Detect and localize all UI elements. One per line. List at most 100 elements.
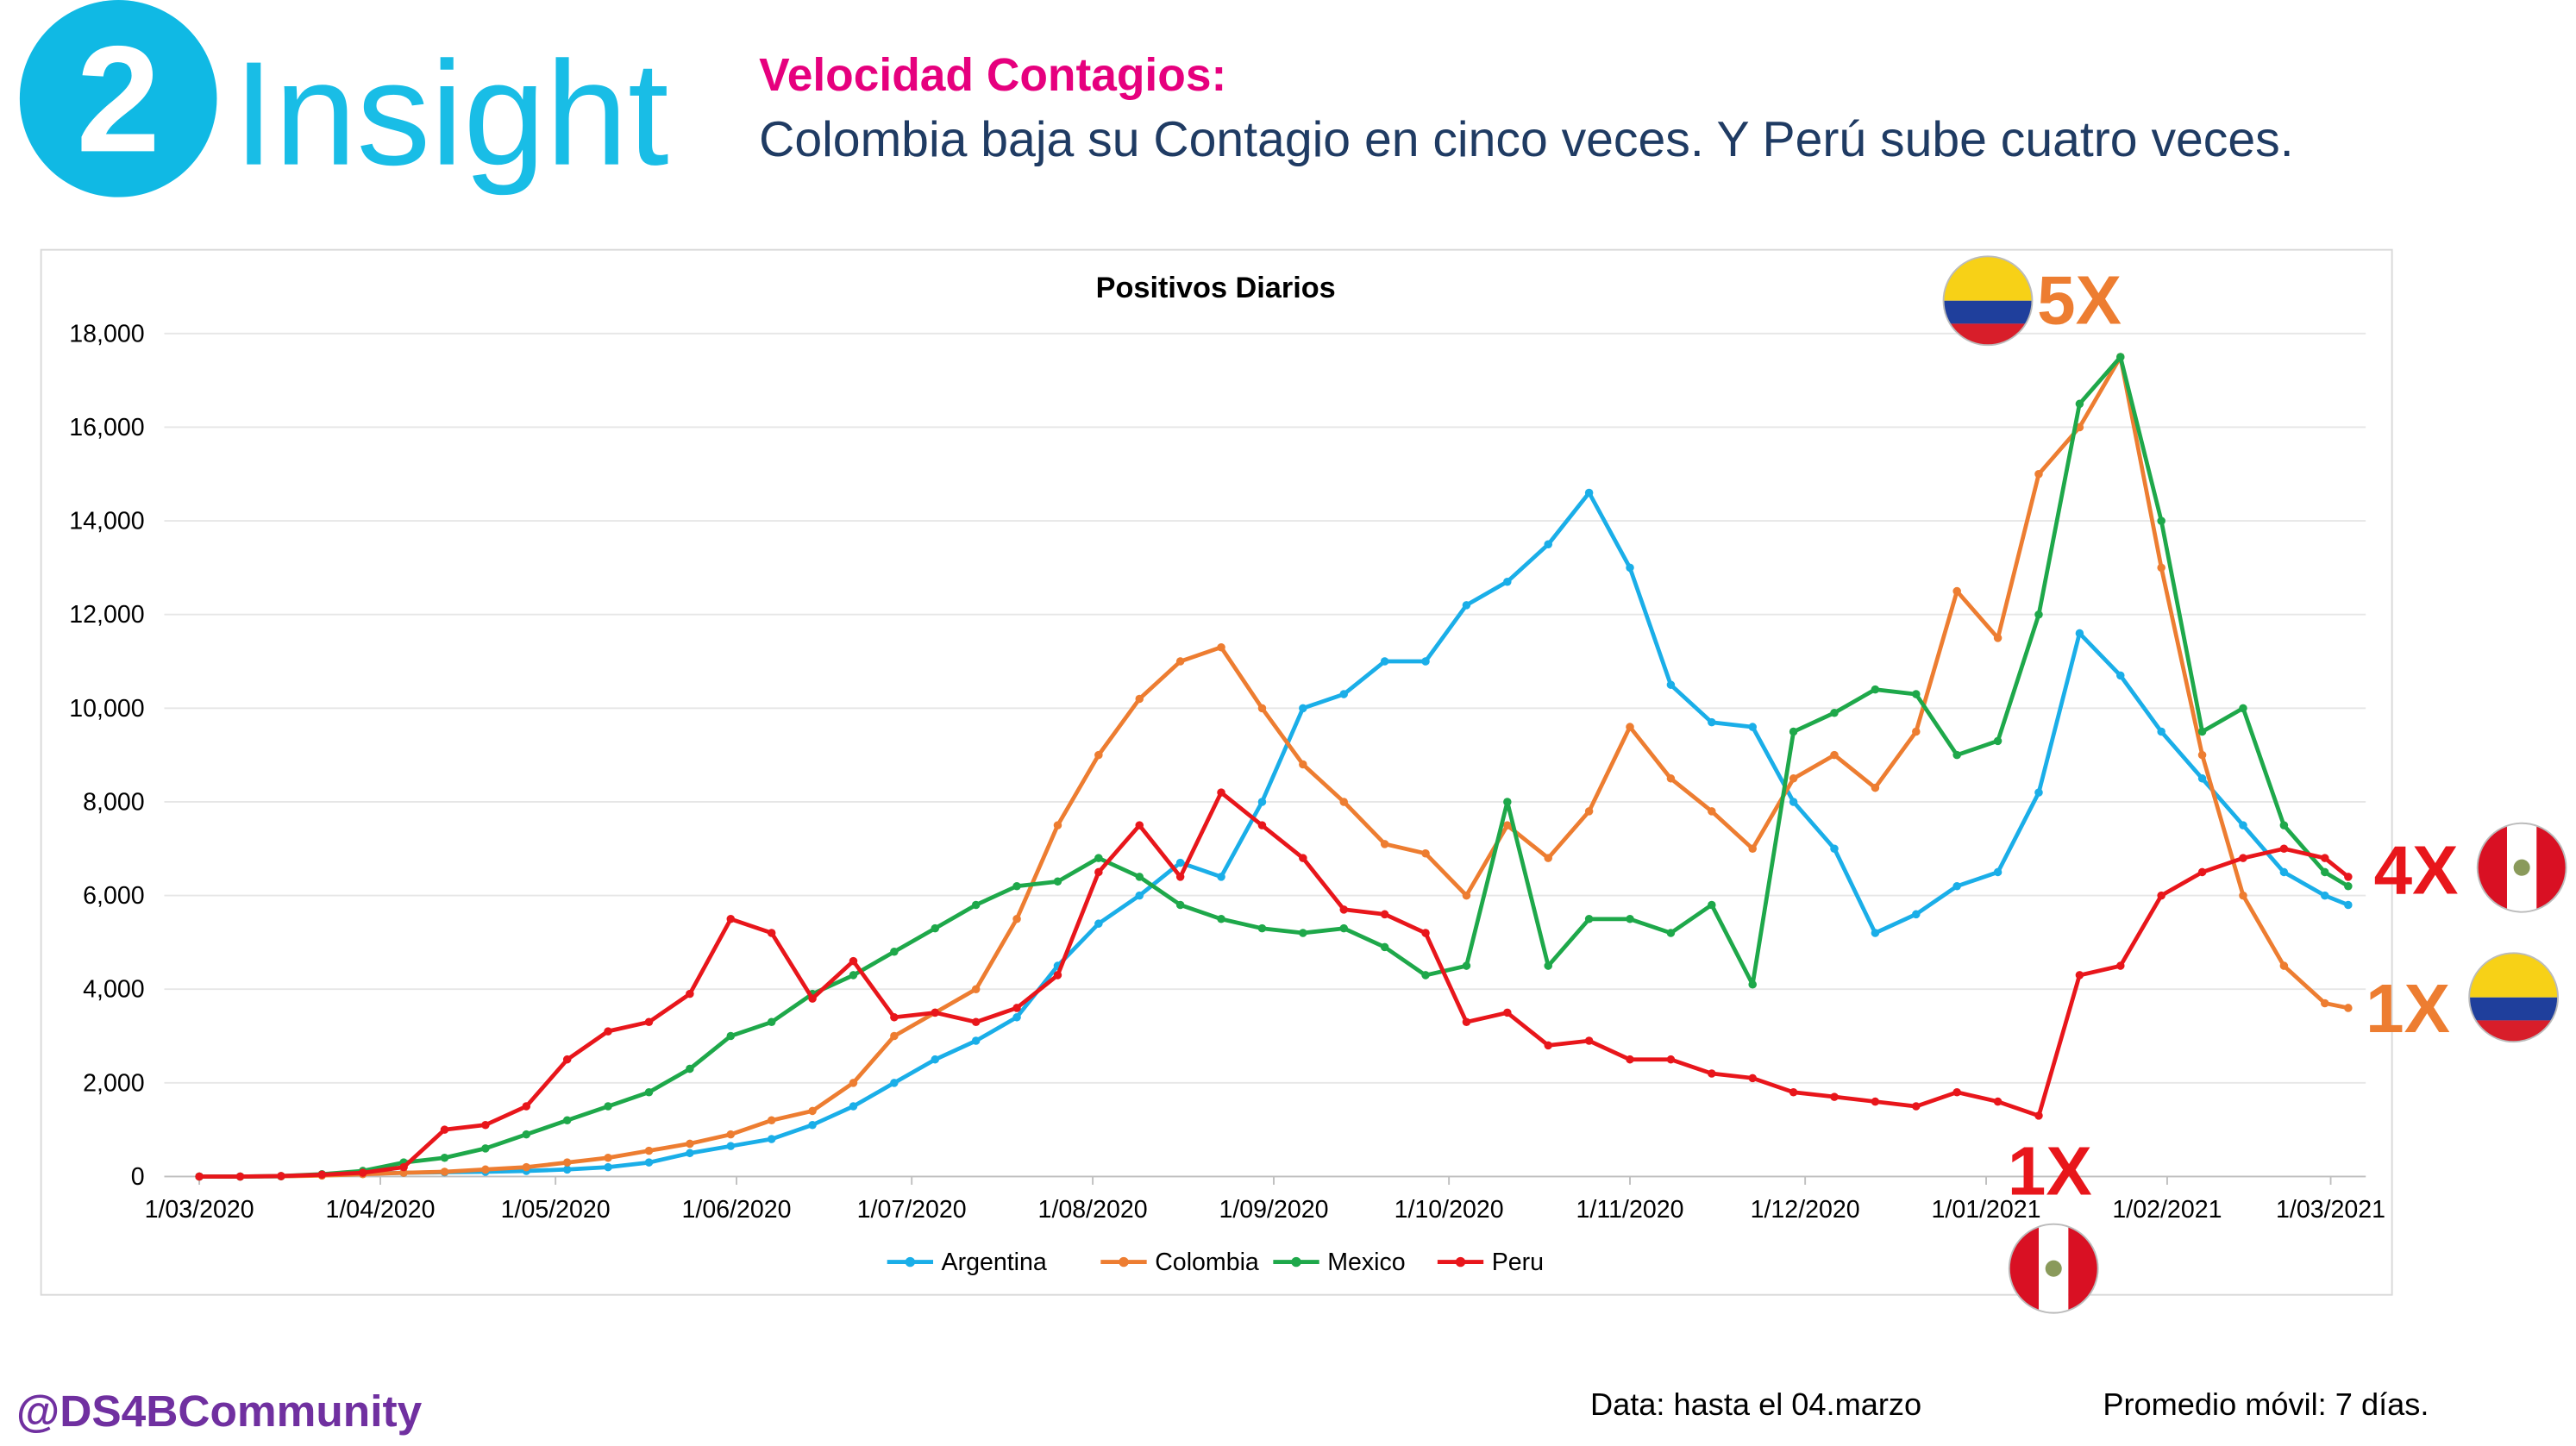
data-point [1871,783,1880,792]
data-point [1257,923,1267,933]
average-note: Promedio móvil: 7 días. [2103,1387,2429,1422]
data-point [1135,891,1144,900]
data-point [849,971,858,980]
data-point [1584,1036,1594,1045]
data-point [1748,1074,1757,1083]
data-point [2279,844,2289,854]
data-point [1135,694,1144,704]
data-point [686,1064,694,1074]
heading: Velocidad Contagios: [759,50,1226,101]
series-line [199,491,2349,1179]
data-point [890,948,899,956]
data-point [2116,961,2125,970]
data-point [2279,821,2289,829]
data-point [604,1162,612,1172]
data-point [971,1036,981,1045]
data-point [1503,1008,1512,1017]
data-note: Data: hasta el 04.marzo [1590,1387,1921,1422]
data-point [1912,727,1921,736]
data-point [604,1153,612,1162]
data-point [440,1125,449,1134]
data-point [1626,563,1634,573]
data-point [1830,709,1839,717]
data-point [1380,657,1389,666]
annotation: 1X [2366,970,2450,1047]
data-point [522,1102,531,1111]
data-point [849,1102,858,1111]
data-point [1666,1055,1676,1064]
y-tick-label: 6,000 [83,882,144,910]
data-point [971,900,981,910]
data-point [767,1116,776,1125]
data-point [481,1144,490,1153]
data-point [1544,961,1552,970]
x-tick-label: 1/10/2020 [1395,1196,1504,1224]
data-point [1012,1004,1021,1012]
x-tick-label: 1/11/2020 [1576,1196,1684,1224]
legend-label: Argentina [942,1249,1047,1276]
data-point [2197,867,2207,877]
x-tick-label: 1/02/2021 [2112,1196,2222,1224]
data-point [2034,610,2043,619]
subheading: Colombia baja su Contagio en cinco veces… [759,112,2293,167]
data-point [1421,971,1430,980]
data-point [1666,680,1676,689]
data-point [808,1120,817,1130]
data-point [1584,914,1594,923]
data-point [1012,881,1021,891]
data-point [1789,774,1798,783]
data-point [1299,704,1307,713]
y-tick-label: 4,000 [83,976,144,1004]
data-point [2279,867,2289,877]
y-tick-label: 12,000 [69,601,144,629]
data-point [2239,821,2247,829]
data-point [1462,601,1471,610]
data-point [686,1139,694,1149]
data-point [1053,821,1062,829]
data-point [1217,642,1225,652]
data-point [2157,891,2165,900]
data-point [235,1172,245,1181]
data-point [1748,844,1757,854]
data-point [1503,798,1512,806]
data-point [890,1079,899,1087]
data-point [1830,750,1839,760]
data-point [1094,854,1103,862]
data-point [2157,727,2165,736]
data-point [1952,881,1961,891]
data-point [1708,900,1716,910]
data-point [808,994,817,1003]
handle: @DS4BCommunity [16,1386,423,1436]
plot: 0 2,000 4,000 6,000 8,000 10,000 12,000 14,000 1… [69,320,2385,1276]
data-point [2239,854,2247,862]
data-point [686,1149,694,1158]
data-point [1830,844,1839,854]
data-point [2034,470,2043,479]
data-point [1626,914,1634,923]
data-point [604,1102,612,1111]
data-point [1421,848,1430,858]
data-point [726,914,736,923]
data-point [931,1055,940,1064]
data-point [1993,634,2003,642]
data-point [931,923,940,933]
data-point [2321,854,2329,862]
data-point [1175,873,1185,881]
data-point [481,1165,490,1174]
annotation: 4X [2374,832,2459,909]
data-point [1421,929,1430,937]
data-point [562,1165,572,1174]
x-tick-label: 1/05/2020 [501,1196,611,1224]
data-point [399,1162,408,1172]
data-point [1584,807,1594,816]
data-point [522,1162,531,1172]
data-point [2116,353,2125,361]
legend-marker [1455,1256,1466,1268]
data-point [1217,788,1225,797]
legend-label: Peru [1492,1249,1544,1276]
data-point [1217,873,1225,881]
data-point [1503,577,1512,586]
data-point [2344,1004,2353,1012]
x-tick-label: 1/01/2021 [1932,1196,2041,1224]
data-point [1339,690,1349,698]
